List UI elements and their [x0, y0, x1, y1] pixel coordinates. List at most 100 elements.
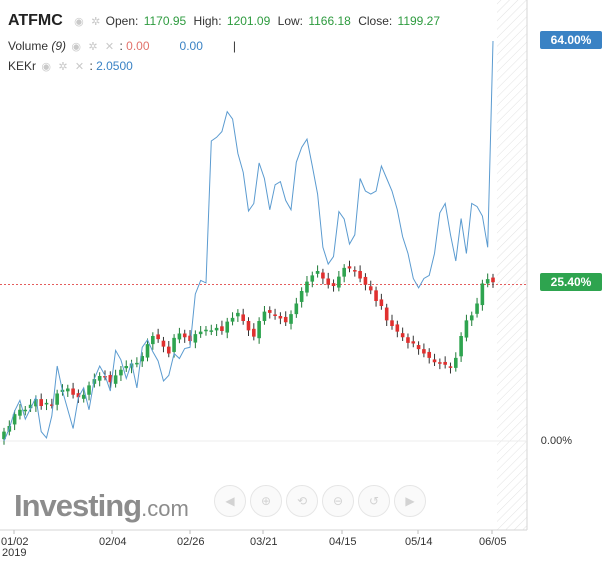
candle-body: [283, 316, 288, 323]
logo-tld: .com: [141, 496, 189, 521]
last-price-tag: 25.40%: [540, 273, 602, 291]
candle-body: [326, 278, 331, 285]
candle-body: [294, 303, 299, 315]
candle-body: [384, 307, 389, 321]
close-icon[interactable]: ✕: [74, 61, 85, 73]
candle-body: [151, 336, 155, 345]
candle-body: [252, 328, 256, 337]
candle-body: [65, 388, 70, 392]
candle-body: [422, 349, 426, 354]
candle-body: [475, 303, 479, 314]
candle-body: [432, 359, 437, 363]
candle-body: [491, 277, 495, 283]
x-tick-label: 02/26: [177, 536, 205, 548]
candle-body: [129, 363, 134, 368]
high-value: 1201.09: [226, 14, 271, 28]
logo-brand: Investing: [14, 488, 142, 523]
candle-body: [241, 314, 245, 321]
candle-body: [464, 320, 469, 338]
candle-body: [321, 272, 325, 279]
candle-body: [400, 333, 405, 338]
candle-body: [71, 388, 75, 395]
candle-body: [204, 329, 208, 332]
candle-body: [390, 320, 394, 326]
future-area: [497, 0, 527, 530]
candle-body: [342, 267, 346, 277]
candle-body: [267, 310, 272, 313]
candle-body: [353, 270, 357, 272]
candle-body: [331, 283, 336, 286]
gear-icon[interactable]: ✲: [58, 61, 68, 73]
candle-body: [28, 404, 33, 409]
scroll-right-icon[interactable]: ▶: [394, 485, 426, 517]
candle-body: [108, 375, 113, 383]
chart-navigation: ◀ ⊕ ⟲ ⊖ ↺ ▶: [214, 485, 426, 517]
volume-legend: Volume (9) ◉ ✲ ✕ : 0.00 0.00 |: [8, 39, 237, 53]
candle-body: [119, 369, 123, 376]
open-label: Open:: [105, 14, 139, 28]
candle-body: [246, 321, 251, 331]
candle-body: [230, 317, 235, 322]
kekr-legend: KEKr ◉ ✲ ✕ : 2.0500: [8, 59, 133, 73]
x-tick-label: 03/21: [250, 536, 278, 548]
x-tick-label: 02/04: [99, 536, 127, 548]
candle-body: [220, 326, 224, 331]
candle-body: [374, 290, 378, 301]
zoom-in-icon[interactable]: ⊕: [250, 485, 282, 517]
candle-body: [480, 283, 485, 306]
x-tick-label: 06/05: [479, 536, 507, 548]
candle-body: [257, 321, 261, 339]
candle-body: [406, 337, 410, 343]
ticker-symbol: ATFMC: [8, 12, 63, 29]
gear-icon[interactable]: ✲: [88, 41, 98, 53]
candle-body: [55, 393, 59, 405]
candle-body: [177, 333, 182, 340]
candle-body: [315, 271, 320, 274]
candle-body: [305, 281, 309, 293]
kekr-value: 2.0500: [96, 59, 133, 73]
candle-body: [363, 276, 368, 285]
eye-icon[interactable]: ◉: [71, 41, 81, 53]
candle-body: [161, 340, 166, 347]
candle-body: [416, 345, 421, 350]
close-label: Close:: [358, 14, 393, 28]
candle-body: [427, 351, 432, 358]
candle-body: [443, 361, 447, 365]
candle-body: [188, 335, 192, 341]
candle-body: [379, 299, 384, 306]
candle-body: [485, 279, 490, 284]
candle-body: [337, 276, 341, 288]
close-icon[interactable]: ✕: [104, 41, 115, 53]
candle-body: [198, 331, 203, 335]
eye-icon[interactable]: ◉: [41, 61, 51, 73]
candle-body: [278, 316, 283, 319]
candle-body: [23, 409, 28, 412]
candle-body: [166, 346, 171, 354]
scroll-left-icon[interactable]: ◀: [214, 485, 246, 517]
candle-body: [395, 324, 400, 332]
low-label: Low:: [277, 14, 303, 28]
candle-body: [193, 334, 198, 343]
candle-body: [124, 366, 129, 369]
high-label: High:: [193, 14, 222, 28]
candle-body: [469, 315, 474, 321]
candle-body: [145, 344, 150, 358]
candle-body: [18, 409, 22, 416]
eye-icon[interactable]: ◉: [74, 16, 84, 28]
gear-icon[interactable]: ✲: [91, 16, 101, 28]
low-value: 1166.18: [308, 14, 351, 28]
zoom-out-icon[interactable]: ⊖: [322, 485, 354, 517]
volume-period: (9): [51, 39, 67, 53]
candle-body: [34, 399, 38, 407]
candle-body: [50, 404, 54, 406]
candle-body: [448, 366, 453, 368]
candle-body: [44, 402, 49, 405]
candle-body: [368, 286, 373, 291]
close-value: 1199.27: [397, 14, 441, 28]
fit-view-icon[interactable]: ↺: [358, 485, 390, 517]
kekr-price-tag: 64.00%: [540, 31, 602, 49]
reset-view-icon[interactable]: ⟲: [286, 485, 318, 517]
candle-body: [2, 431, 6, 440]
candle-body: [347, 266, 352, 269]
